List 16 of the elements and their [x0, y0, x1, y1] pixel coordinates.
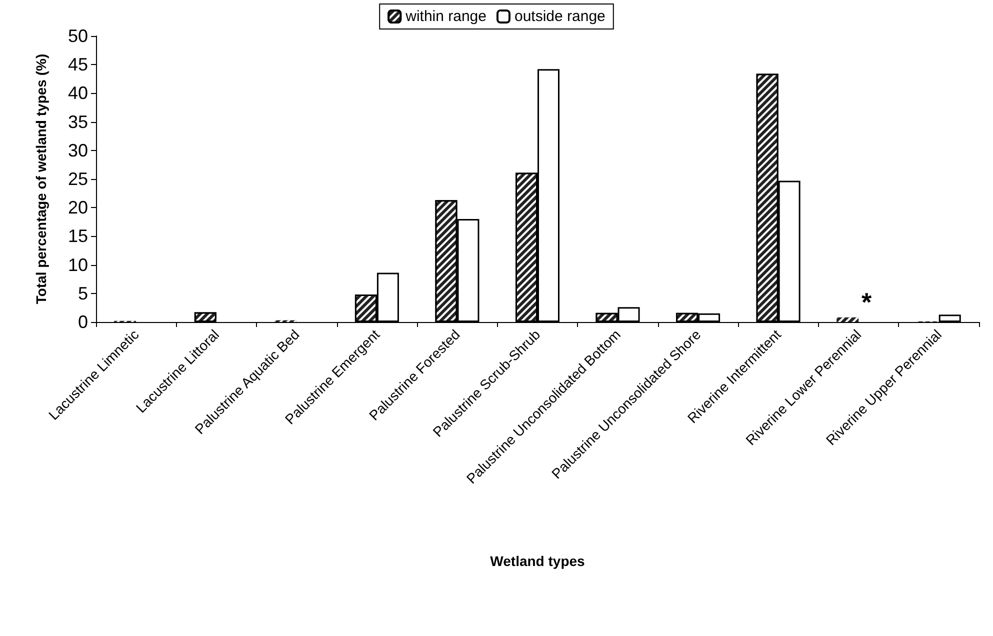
- legend-label: outside range: [514, 8, 606, 25]
- annotation: *: [862, 287, 873, 317]
- y-tick-label: 40: [68, 83, 88, 104]
- y-tick-label: 35: [68, 112, 88, 132]
- y-tick-label: 0: [78, 312, 88, 332]
- y-tick-label: 45: [68, 54, 88, 75]
- x-axis-title: Wetland types: [490, 553, 586, 569]
- y-tick-label: 30: [68, 140, 88, 160]
- legend-label: within range: [404, 8, 486, 25]
- y-tick-label: 5: [78, 283, 88, 304]
- y-axis-title: Total percentage of wetland types (%): [33, 54, 49, 304]
- y-tick-label: 10: [68, 254, 88, 275]
- y-tick-label: 50: [68, 26, 88, 46]
- y-tick-label: 25: [68, 169, 88, 189]
- y-tick-label: 15: [68, 226, 88, 246]
- y-tick-label: 20: [68, 198, 88, 218]
